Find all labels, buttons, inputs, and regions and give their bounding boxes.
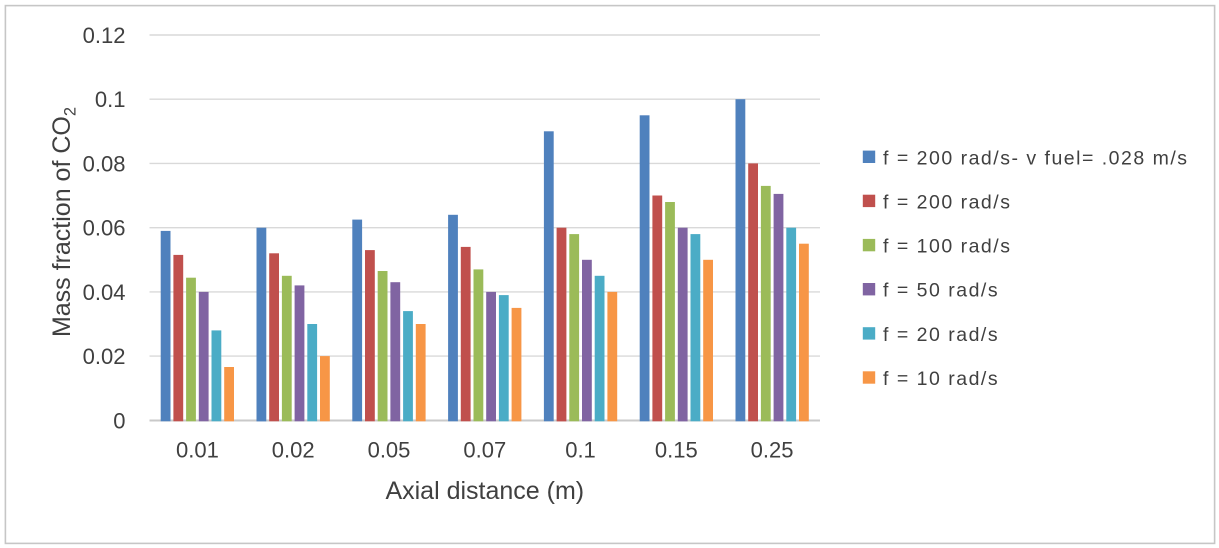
svg-text:0.1: 0.1 bbox=[565, 438, 596, 463]
svg-text:0.07: 0.07 bbox=[463, 438, 506, 463]
svg-text:Axial distance (m): Axial distance (m) bbox=[385, 477, 584, 505]
svg-text:0.05: 0.05 bbox=[368, 438, 411, 463]
svg-text:0: 0 bbox=[113, 408, 125, 433]
svg-text:f = 100 rad/s: f = 100 rad/s bbox=[883, 236, 1011, 258]
svg-text:0.01: 0.01 bbox=[176, 438, 219, 463]
svg-text:0.06: 0.06 bbox=[83, 216, 126, 241]
svg-text:f = 20 rad/s: f = 20 rad/s bbox=[883, 324, 999, 346]
svg-text:0.04: 0.04 bbox=[83, 280, 126, 305]
svg-text:f = 200 rad/s: f = 200 rad/s bbox=[883, 191, 1011, 213]
svg-text:0.25: 0.25 bbox=[751, 438, 794, 463]
svg-text:0.1: 0.1 bbox=[95, 87, 126, 112]
svg-text:0.02: 0.02 bbox=[83, 344, 126, 369]
svg-text:f = 50 rad/s: f = 50 rad/s bbox=[883, 280, 999, 302]
svg-text:0.15: 0.15 bbox=[655, 438, 698, 463]
svg-text:0.12: 0.12 bbox=[83, 23, 126, 48]
svg-text:f = 200 rad/s- v fuel= .028 m/: f = 200 rad/s- v fuel= .028 m/s bbox=[883, 147, 1189, 169]
svg-text:0.08: 0.08 bbox=[83, 151, 126, 176]
svg-text:f = 10 rad/s: f = 10 rad/s bbox=[883, 368, 999, 390]
svg-text:0.02: 0.02 bbox=[272, 438, 315, 463]
svg-text:Mass fraction of CO2: Mass fraction of CO2 bbox=[48, 107, 80, 337]
